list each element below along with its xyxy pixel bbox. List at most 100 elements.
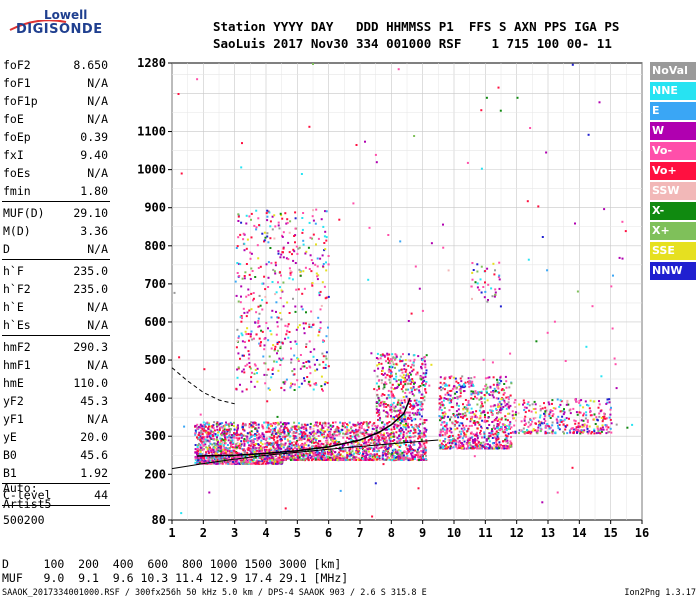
echo-point: [277, 221, 280, 224]
param-separator: [2, 335, 110, 336]
echo-point: [416, 371, 419, 374]
echo-point: [240, 436, 243, 439]
echo-point: [470, 407, 473, 410]
echo-point: [323, 383, 326, 386]
echo-point: [294, 262, 297, 264]
echo-point: [383, 401, 386, 404]
echo-point: [391, 353, 394, 356]
echo-point: [384, 356, 386, 358]
echo-point: [295, 328, 298, 331]
echo-point: [211, 425, 214, 428]
echo-point: [543, 418, 546, 421]
echo-point: [442, 387, 444, 390]
echo-point: [580, 431, 583, 434]
echo-point: [268, 451, 271, 453]
echo-point: [539, 408, 542, 410]
echo-point: [264, 442, 267, 445]
echo-point: [399, 430, 402, 433]
echo-point: [402, 424, 405, 427]
echo-point: [453, 424, 456, 427]
echo-point: [293, 368, 296, 371]
echo-point: [261, 456, 264, 459]
echo-point: [375, 405, 378, 408]
echo-point: [206, 422, 209, 425]
echo-point: [220, 441, 223, 444]
echo-point: [404, 401, 407, 404]
echo-point: [253, 363, 256, 366]
echo-point: [231, 456, 234, 459]
echo-point: [603, 415, 606, 418]
echo-point: [474, 444, 477, 447]
echo-point: [246, 311, 249, 314]
param-row: h`F2 235.0: [2, 280, 110, 298]
echo-point: [304, 457, 307, 460]
echo-point: [425, 391, 428, 394]
echo-point: [201, 428, 204, 431]
echo-point: [472, 385, 475, 387]
echo-point: [308, 323, 311, 326]
echo-point: [376, 453, 379, 456]
echo-point: [302, 243, 305, 246]
echo-point: [368, 454, 371, 457]
echo-point: [527, 425, 530, 428]
echo-point: [484, 416, 486, 419]
echo-point: [591, 414, 593, 417]
echo-point: [456, 437, 459, 440]
echo-point: [262, 355, 265, 358]
echo-point: [408, 450, 411, 453]
echo-point: [465, 414, 468, 417]
echo-point: [328, 429, 331, 432]
echo-point: [283, 432, 286, 435]
echo-point: [593, 418, 596, 421]
echo-point: [363, 449, 366, 451]
echo-point: [551, 414, 554, 417]
echo-point: [402, 440, 405, 443]
echo-point: [235, 434, 238, 437]
echo-point: [307, 456, 310, 459]
echo-point: [578, 425, 581, 428]
echo-point: [194, 456, 197, 459]
echo-point: [525, 406, 528, 409]
echo-point: [490, 411, 493, 414]
echo-point: [267, 387, 270, 390]
echo-point: [260, 341, 262, 344]
echo-point: [296, 459, 299, 461]
echo-point: [239, 383, 241, 386]
echo-point: [253, 372, 256, 375]
echo-point: [343, 456, 346, 459]
echo-point: [508, 386, 511, 389]
echo-point: [282, 423, 284, 426]
echo-point: [391, 454, 394, 457]
echo-point: [209, 425, 212, 428]
echo-point: [412, 361, 415, 364]
echo-point: [413, 354, 416, 357]
echo-point: [376, 409, 379, 412]
echo-point: [496, 423, 499, 425]
echo-point: [371, 424, 374, 427]
echo-point: [312, 262, 314, 265]
echo-point: [464, 411, 467, 414]
echo-point: [445, 422, 448, 425]
echo-point: [240, 443, 243, 446]
echo-point: [279, 440, 282, 443]
echo-point: [290, 427, 293, 430]
echo-point: [472, 392, 475, 395]
echo-point: [266, 451, 269, 454]
echo-point: [393, 455, 396, 458]
echo-point: [362, 421, 365, 424]
echo-point: [408, 414, 411, 417]
echo-point: [247, 288, 250, 291]
echo-point: [219, 445, 222, 448]
echo-point: [236, 262, 239, 264]
echo-point: [388, 456, 391, 459]
echo-point: [507, 447, 510, 450]
echo-point: [376, 456, 379, 459]
echo-point: [586, 424, 589, 427]
echo-point: [500, 408, 503, 411]
echo-point: [274, 441, 277, 444]
echo-point: [231, 462, 233, 465]
echo-point: [526, 403, 529, 406]
echo-point: [194, 432, 197, 435]
echo-point: [236, 446, 238, 449]
echo-point: [534, 403, 537, 406]
